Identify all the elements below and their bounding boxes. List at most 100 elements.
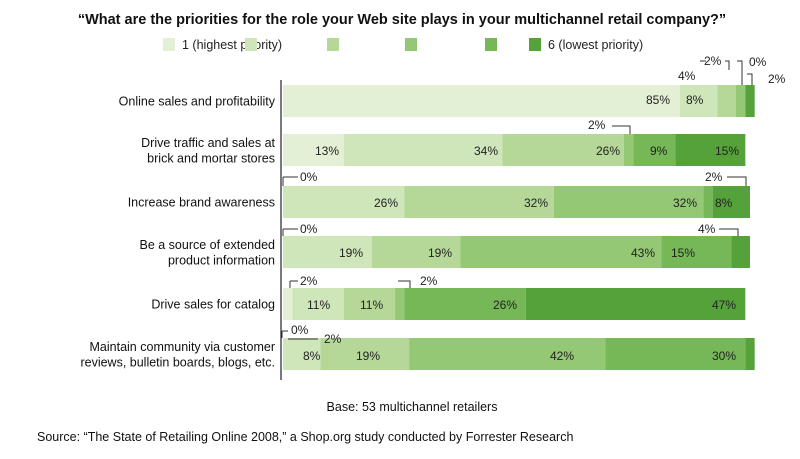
segment-label: 0% — [300, 170, 318, 184]
category-label: Online sales and profitability — [119, 95, 276, 109]
source-note: Source: “The State of Retailing Online 2… — [37, 430, 573, 444]
segment-label: 47% — [712, 298, 736, 312]
base-note: Base: 53 multichannel retailers — [327, 400, 498, 414]
segment-label: 15% — [671, 246, 695, 260]
bar-segment — [460, 236, 662, 268]
category-label: Increase brand awareness — [128, 196, 275, 210]
category-label: Be a source of extended — [139, 238, 275, 252]
bar-segment — [502, 134, 624, 166]
leader-line — [281, 330, 288, 338]
bar-segment — [553, 186, 704, 218]
category-label: Maintain community via customer — [90, 340, 275, 354]
chart-title: “What are the priorities for the role yo… — [78, 12, 726, 28]
leader-line — [725, 60, 730, 70]
segment-label: 11% — [307, 298, 330, 312]
segment-label: 2% — [704, 54, 722, 68]
bar-segment — [661, 236, 732, 268]
leader-line — [737, 60, 743, 85]
bar-segment — [679, 85, 718, 117]
category-label: product information — [168, 253, 275, 267]
segment-label: 8% — [686, 93, 704, 107]
bar-segment — [623, 134, 634, 166]
bar-segment — [633, 134, 676, 166]
segment-labels: 85% 8%4%2% 0%2%13% 34% 26%2%9% 15%0%26% 32% 32%… — [281, 54, 786, 363]
category-label: reviews, bulletin boards, blogs, etc. — [80, 355, 275, 369]
segment-label: 85% — [646, 93, 670, 107]
segment-label: 2% — [705, 170, 723, 184]
legend-label-6: 6 (lowest priority) — [548, 38, 643, 52]
leader-line — [747, 73, 753, 85]
legend-swatch-4 — [405, 38, 417, 51]
bar-segment — [283, 338, 321, 370]
bar-segment — [283, 236, 372, 268]
leader-line — [282, 176, 298, 186]
segment-label: 43% — [631, 246, 655, 260]
leader-line — [398, 280, 411, 288]
bar-segment — [731, 236, 750, 268]
segment-label: 34% — [474, 144, 498, 158]
segment-label: 8% — [303, 349, 321, 363]
segment-label: 19% — [339, 246, 363, 260]
legend: 1 (highest priority) 6 (lowest priority) — [163, 38, 643, 52]
bar-segment — [283, 288, 293, 320]
leader-line — [727, 176, 747, 186]
segment-label: 26% — [493, 298, 517, 312]
bar-segment — [404, 288, 526, 320]
segment-label: 0% — [300, 222, 318, 236]
segment-label: 19% — [356, 349, 380, 363]
segment-label: 42% — [550, 349, 574, 363]
segment-label: 4% — [698, 222, 716, 236]
segment-label: 0% — [749, 55, 767, 69]
bar-segment — [371, 236, 461, 268]
bar-segment — [404, 186, 554, 218]
bar-segment — [343, 288, 396, 320]
bar-segment — [735, 85, 746, 117]
legend-swatch-1 — [163, 38, 175, 51]
bar-segment — [745, 85, 755, 117]
bar-segment — [343, 134, 503, 166]
bar-segment — [283, 186, 405, 218]
category-labels: Online sales and profitability Drive traf… — [80, 95, 275, 370]
segment-label: 26% — [374, 196, 398, 210]
bar-segment — [712, 186, 750, 218]
bar-segment — [717, 85, 736, 117]
leader-line — [282, 228, 298, 236]
segment-label: 19% — [428, 246, 452, 260]
segment-label: 13% — [315, 144, 339, 158]
segment-label: 0% — [291, 323, 309, 337]
legend-swatch-5 — [485, 38, 497, 51]
category-label: Drive sales for catalog — [151, 298, 275, 312]
legend-label-1: 1 (highest priority) — [182, 38, 282, 52]
bar-segment — [320, 338, 410, 370]
legend-swatch-3 — [327, 38, 339, 51]
bar-segment — [409, 338, 606, 370]
segment-label: 15% — [715, 144, 739, 158]
bar-segment — [745, 338, 755, 370]
segment-label: 4% — [678, 69, 696, 83]
bar-segment — [395, 288, 405, 320]
segment-label: 32% — [524, 196, 548, 210]
segment-label: 11% — [360, 298, 383, 312]
bar-segment — [283, 134, 344, 166]
segment-label: 2% — [324, 332, 342, 346]
bar-segment — [283, 85, 680, 117]
category-label: Drive traffic and sales at — [141, 136, 275, 150]
bar-segment — [292, 288, 344, 320]
leader-line — [289, 280, 298, 288]
legend-swatch-6 — [529, 38, 541, 51]
leader-line — [719, 228, 739, 236]
segment-label: 2% — [768, 72, 786, 86]
segment-label: 30% — [712, 349, 736, 363]
category-label: brick and mortar stores — [147, 151, 275, 165]
segment-label: 2% — [300, 274, 318, 288]
legend-swatch-2 — [245, 38, 257, 51]
bar-segment — [525, 288, 746, 320]
bar-segment — [703, 186, 713, 218]
segment-label: 26% — [596, 144, 620, 158]
bar-segment — [675, 134, 746, 166]
segment-label: 32% — [673, 196, 697, 210]
segment-label: 9% — [650, 144, 668, 158]
bars — [283, 85, 755, 370]
bar-segment — [605, 338, 746, 370]
